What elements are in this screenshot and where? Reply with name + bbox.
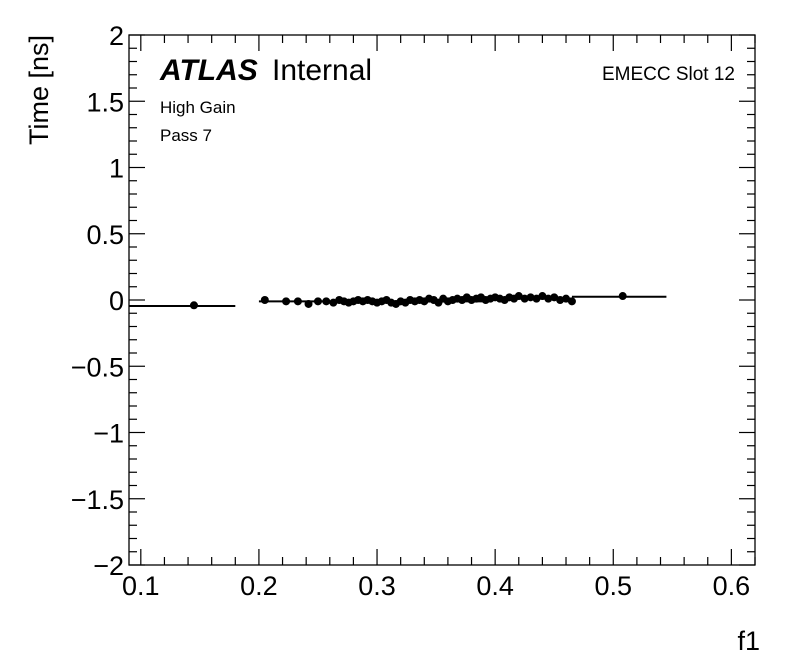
data-point [293, 297, 302, 306]
data-point [313, 297, 322, 306]
y-tick-label: 2 [109, 21, 124, 51]
data-point [618, 292, 627, 301]
gain-annotation: High Gain [160, 98, 236, 117]
major-ticks [129, 34, 755, 566]
pass-annotation: Pass 7 [160, 126, 212, 145]
atlas-suffix: Internal [272, 54, 372, 87]
x-tick-label: 0.3 [358, 571, 396, 601]
x-tick-label: 0.6 [713, 571, 751, 601]
x-tick-label: 0.2 [240, 571, 278, 601]
x-axis-title: f1 [737, 626, 760, 656]
y-tick-label: −2 [93, 551, 124, 581]
data-point [567, 297, 576, 306]
y-tick-label: −1.5 [71, 485, 124, 515]
data-point [304, 299, 313, 308]
slot-annotation: EMECC Slot 12 [602, 64, 735, 85]
y-tick-label: 0.5 [86, 220, 124, 250]
minor-ticks [129, 35, 756, 565]
atlas-label: ATLAS [159, 54, 258, 87]
data-point [282, 297, 291, 306]
x-tick-label: 0.4 [476, 571, 514, 601]
y-tick-label: 0 [109, 286, 124, 316]
data-point [322, 297, 331, 306]
x-tick-label: 0.1 [122, 571, 160, 601]
y-tick-label: 1 [109, 154, 124, 184]
data-point [260, 296, 269, 304]
data-point [189, 301, 198, 310]
y-tick-label: −0.5 [71, 352, 124, 382]
y-tick-label: −1 [93, 419, 124, 449]
y-axis-title: Time [ns] [24, 35, 54, 145]
data-points [189, 292, 627, 310]
y-tick-label: 1.5 [86, 87, 124, 117]
x-tick-label: 0.5 [594, 571, 632, 601]
tick-labels: 0.1 0.2 0.3 0.4 0.5 0.6 2 1.5 1 0.5 0 −0.5 −1 −1.5 −2 [71, 21, 750, 601]
